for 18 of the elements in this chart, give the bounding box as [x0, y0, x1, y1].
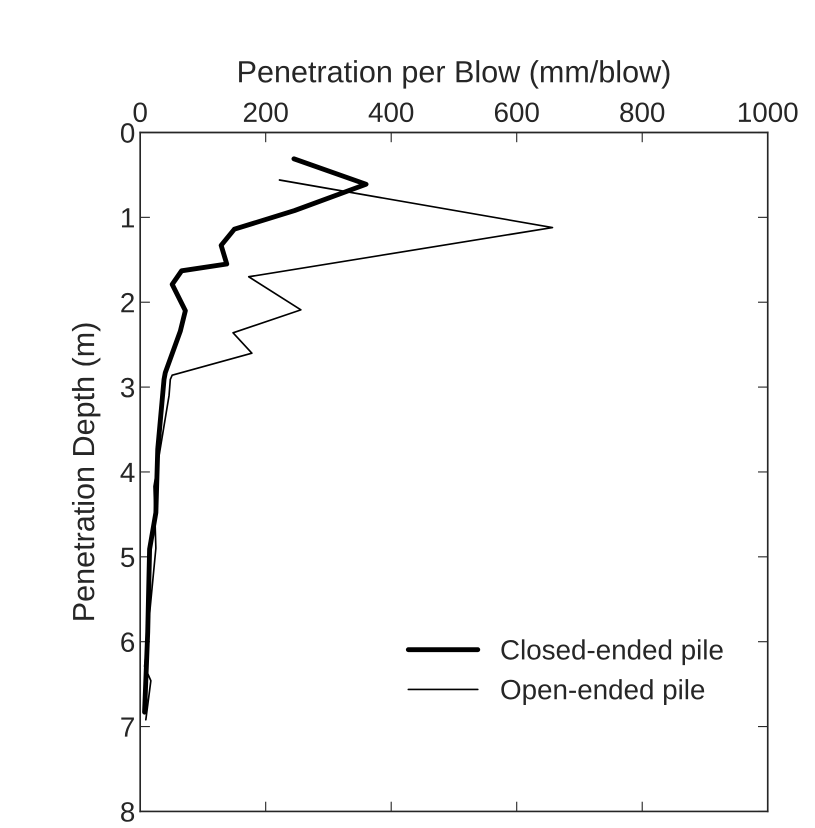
x-tick-label: 800: [620, 102, 664, 122]
y-tick-label: 8: [121, 802, 134, 822]
y-tick-label: 5: [120, 548, 134, 568]
x-tick-label: 400: [368, 102, 414, 122]
x-axis-title: Penetration per Blow (mm/blow): [239, 60, 670, 89]
y-tick-label: 4: [120, 462, 135, 482]
y-tick-label: 1: [122, 208, 134, 228]
y-axis-title: Penetration Depth (m): [72, 324, 100, 620]
y-tick-label: 0: [120, 123, 134, 143]
y-tick-label: 6: [121, 632, 134, 652]
legend-label: Closed-ended pile: [501, 639, 723, 666]
x-tick-label: 200: [244, 102, 288, 122]
x-tick-label: 1000: [738, 102, 798, 122]
y-tick-label: 2: [121, 292, 134, 312]
legend-label: Open-ended pile: [501, 679, 704, 705]
y-tick-label: 3: [120, 378, 134, 398]
x-tick-label: 600: [494, 102, 539, 122]
y-tick-label: 7: [121, 718, 134, 737]
